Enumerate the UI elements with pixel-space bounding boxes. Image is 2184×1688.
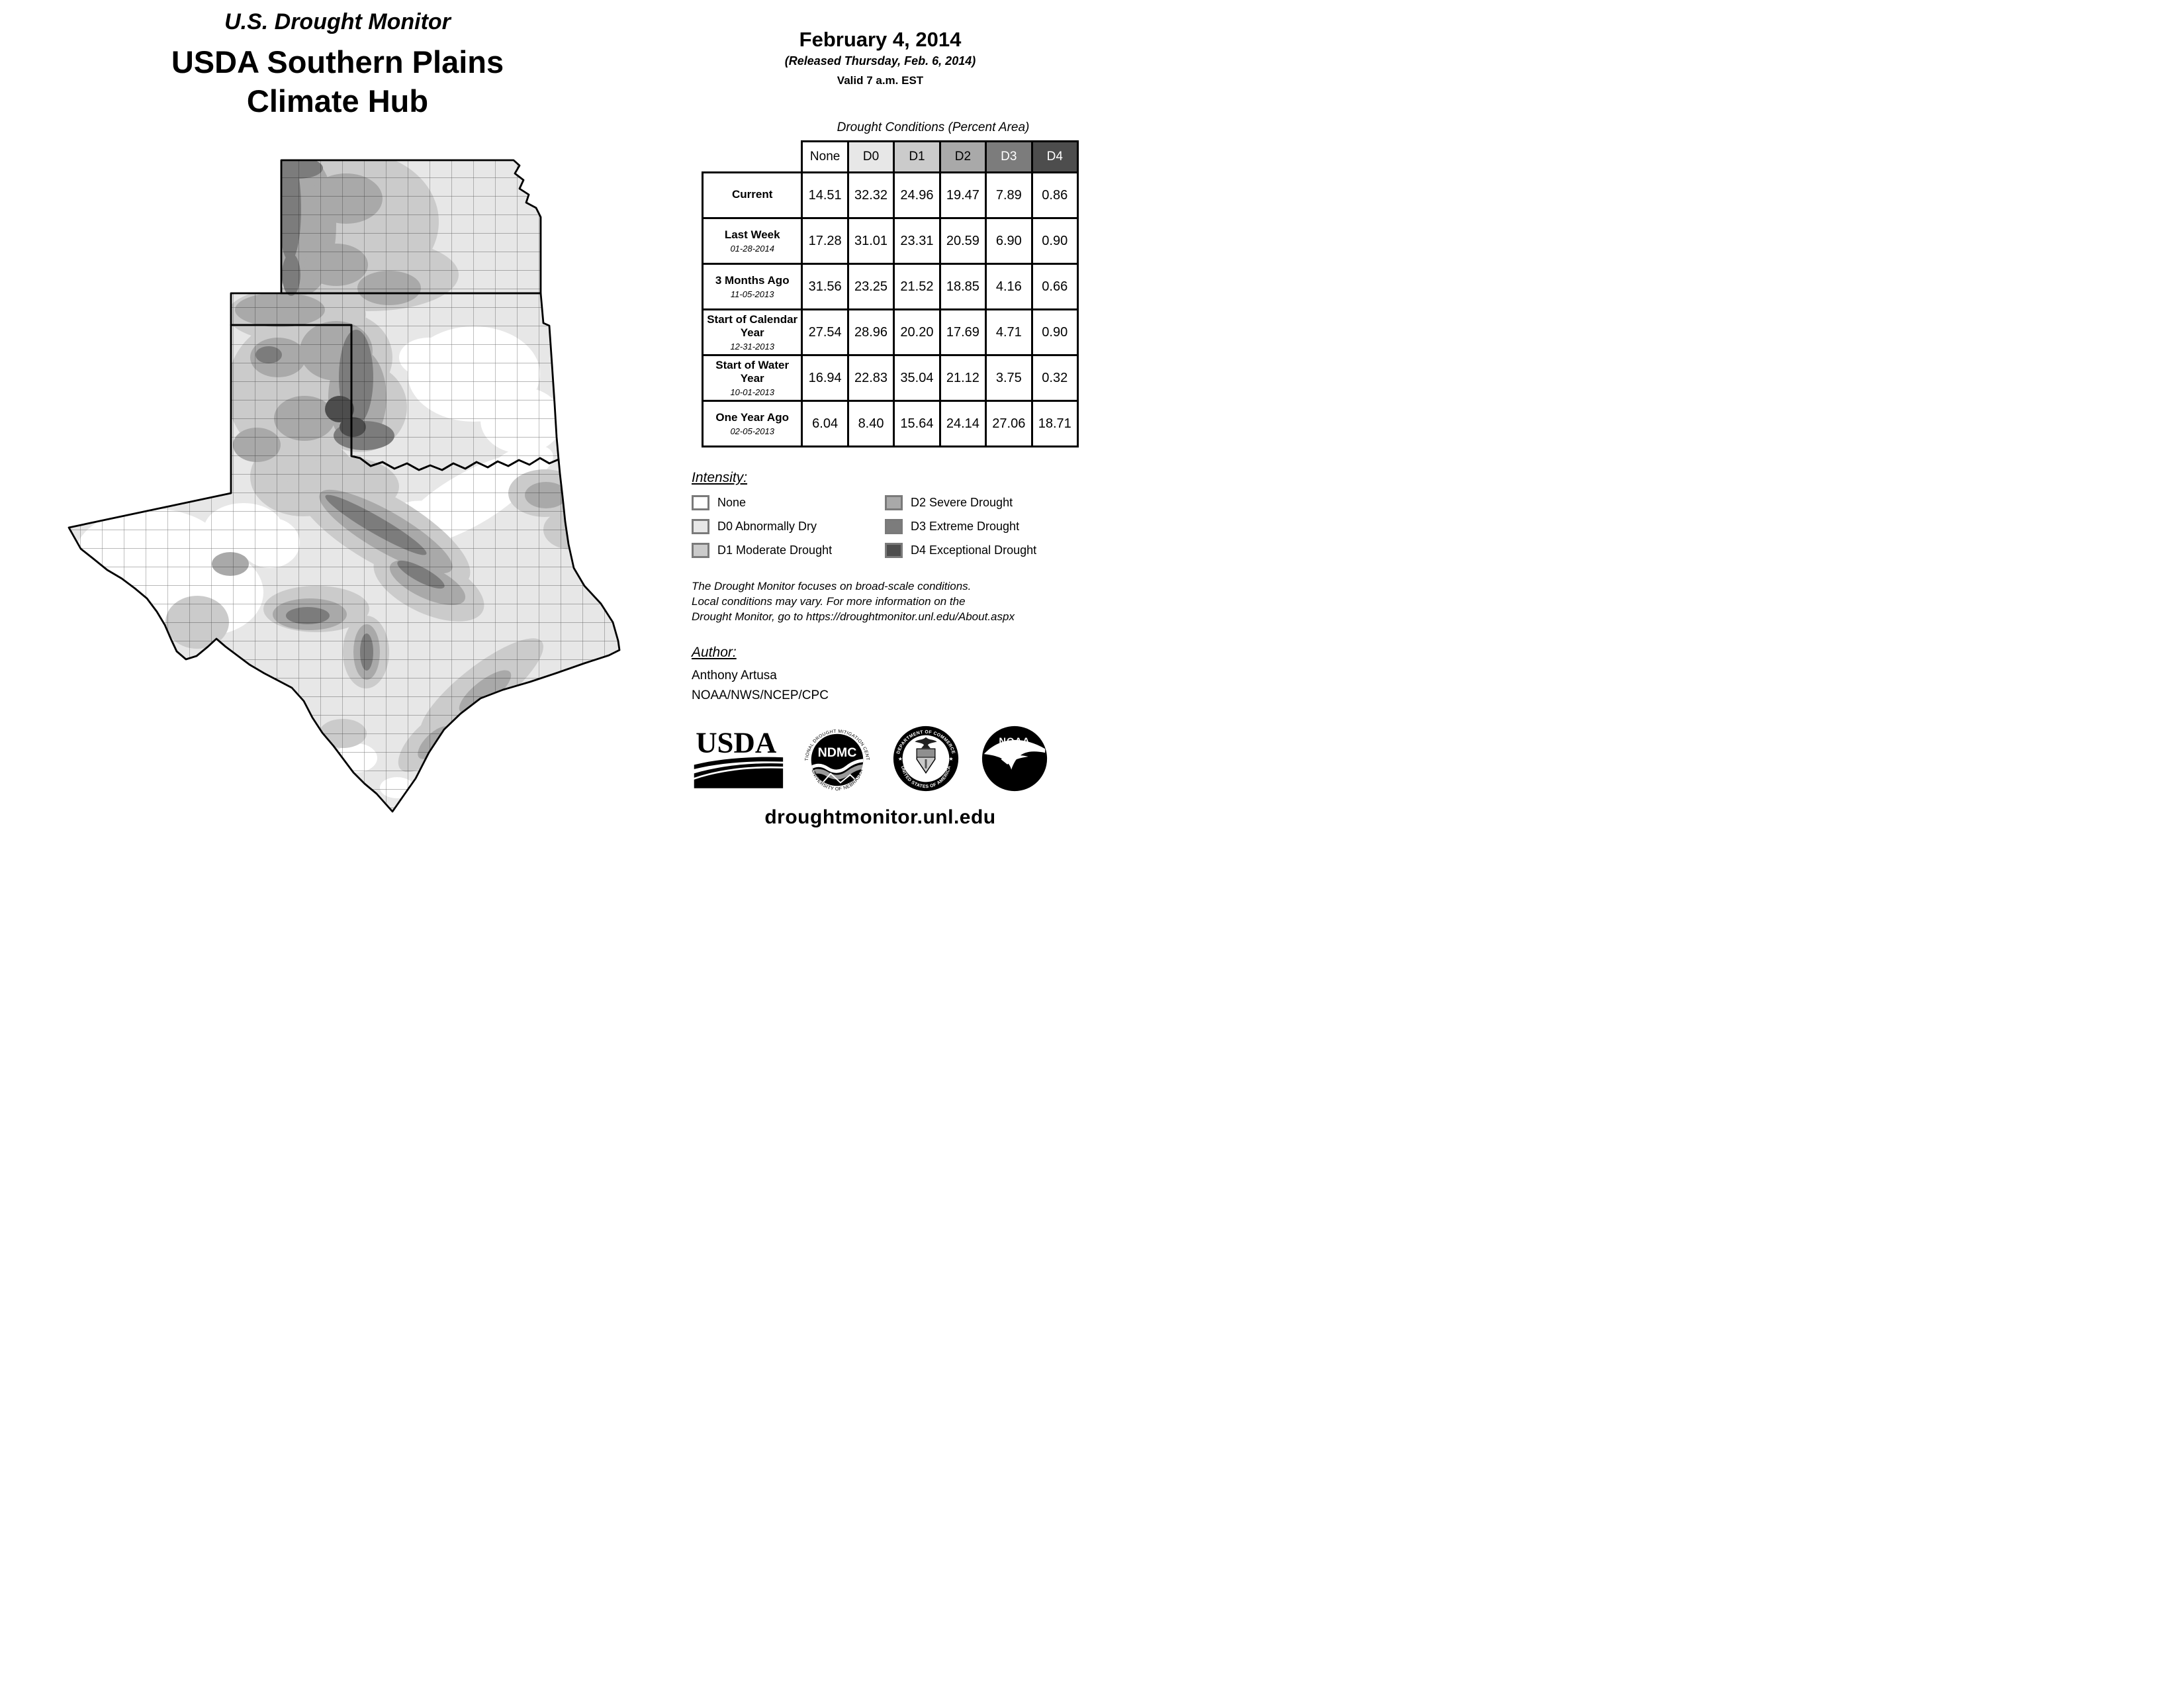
usda-logo: USDA <box>694 727 784 788</box>
valid-time: Valid 7 a.m. EST <box>837 74 924 87</box>
legend-item-d2: D2 Severe Drought <box>885 495 1079 510</box>
ndmc-logo: NATIONAL DROUGHT MITIGATION CENTER NDMC … <box>801 723 870 792</box>
table-row: One Year Ago 02-05-2013 6.04 8.40 15.64 … <box>701 400 1079 447</box>
info-panel: February 4, 2014 (Released Thursday, Feb… <box>682 13 1079 829</box>
swatch-d4 <box>885 543 903 558</box>
col-header-d0: D0 <box>846 140 895 173</box>
region-title-line1: USDA Southern Plains <box>171 44 504 79</box>
county-grid <box>69 160 619 812</box>
row-label: One Year Ago 02-05-2013 <box>701 400 803 447</box>
title-block: U.S. Drought Monitor USDA Southern Plain… <box>40 9 635 118</box>
region-title-line2: Climate Hub <box>246 83 429 119</box>
report-title: U.S. Drought Monitor <box>224 9 451 34</box>
svg-text:USDA: USDA <box>696 727 777 759</box>
table-header-row: None D0 D1 D2 D3 D4 <box>703 140 1079 173</box>
logos-row: USDA NATIONAL DROUGHT MITIGATION CENTER <box>692 722 1079 796</box>
col-header-d4: D4 <box>1030 140 1079 173</box>
author-heading: Author: <box>692 644 737 660</box>
svg-text:★: ★ <box>898 756 903 762</box>
svg-text:NDMC: NDMC <box>818 745 857 760</box>
row-label: Start of Calendar Year 12-31-2013 <box>701 308 803 356</box>
table-row: Start of Calendar Year 12-31-2013 27.54 … <box>701 308 1079 356</box>
swatch-d2 <box>885 495 903 510</box>
svg-text:★: ★ <box>948 756 953 762</box>
row-label: 3 Months Ago 11-05-2013 <box>701 263 803 310</box>
intensity-heading: Intensity: <box>692 470 748 485</box>
drought-conditions-table: None D0 D1 D2 D3 D4 Current 14.51 32.32 … <box>701 140 1079 447</box>
noaa-logo: NOAA <box>981 726 1048 791</box>
drought-map-svg <box>68 159 621 813</box>
state-texas <box>68 324 621 813</box>
release-date: (Released Thursday, Feb. 6, 2014) <box>784 54 976 68</box>
website-url: droughtmonitor.unl.edu <box>764 806 996 828</box>
table-corner-cell <box>703 142 802 173</box>
disclaimer: The Drought Monitor focuses on broad-sca… <box>692 580 1015 623</box>
table-row: Start of Water Year 10-01-2013 16.94 22.… <box>701 354 1079 402</box>
row-label: Start of Water Year 10-01-2013 <box>701 354 803 402</box>
legend-item-d3: D3 Extreme Drought <box>885 519 1079 534</box>
swatch-d1 <box>692 543 709 558</box>
col-header-d1: D1 <box>893 140 941 173</box>
legend-item-d4: D4 Exceptional Drought <box>885 543 1079 558</box>
col-header-none: None <box>801 140 849 173</box>
legend-item-d1: D1 Moderate Drought <box>692 543 885 558</box>
swatch-none <box>692 495 709 510</box>
row-label: Last Week 01-28-2014 <box>701 217 803 265</box>
swatch-d3 <box>885 519 903 534</box>
drought-monitor-page: U.S. Drought Monitor USDA Southern Plain… <box>0 0 1092 844</box>
svg-text:NOAA: NOAA <box>999 736 1030 747</box>
drought-shading <box>69 160 619 812</box>
doc-eagle <box>915 737 937 749</box>
table-row: Current 14.51 32.32 24.96 19.47 7.89 0.8… <box>701 171 1079 219</box>
author-org: NOAA/NWS/NCEP/CPC <box>692 688 829 702</box>
drought-map <box>58 159 631 816</box>
author-name: Anthony Artusa <box>692 668 777 682</box>
table-row: Last Week 01-28-2014 17.28 31.01 23.31 2… <box>701 217 1079 265</box>
col-header-d3: D3 <box>985 140 1033 173</box>
col-header-d2: D2 <box>938 140 987 173</box>
swatch-d0 <box>692 519 709 534</box>
legend-item-d0: D0 Abnormally Dry <box>692 519 885 534</box>
dept-of-commerce-logo: DEPARTMENT OF COMMERCE UNITED STATES OF … <box>893 726 959 791</box>
table-title: Drought Conditions (Percent Area) <box>837 120 1030 134</box>
row-label: Current <box>701 171 803 219</box>
table-row: 3 Months Ago 11-05-2013 31.56 23.25 21.5… <box>701 263 1079 310</box>
intensity-legend: None D0 Abnormally Dry D1 Moderate Droug… <box>692 495 1079 558</box>
legend-item-none: None <box>692 495 885 510</box>
map-date: February 4, 2014 <box>799 28 962 51</box>
